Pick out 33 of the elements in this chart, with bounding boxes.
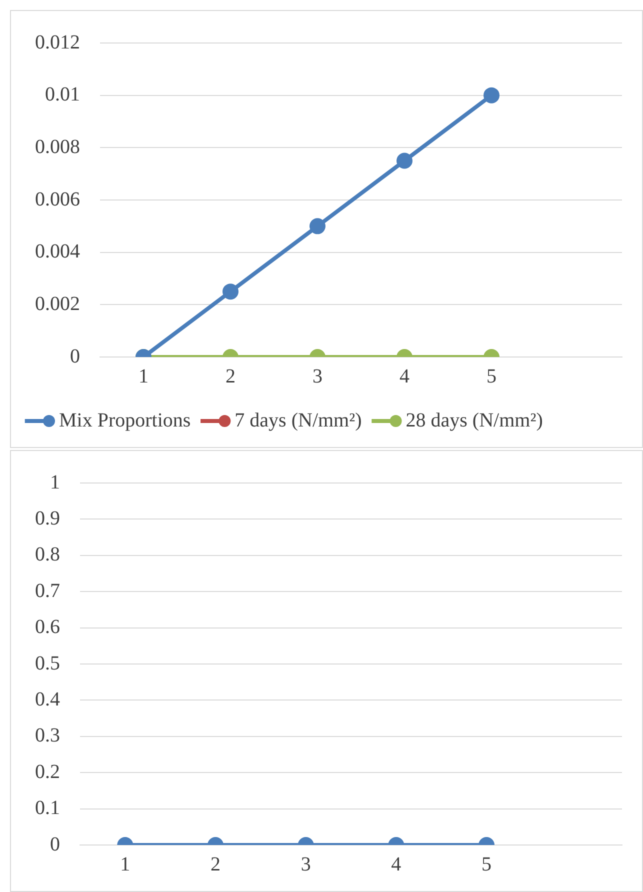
y-tick-label: 0.01 — [45, 84, 80, 106]
x-tick-label: 2 — [226, 365, 236, 388]
y-tick-label: 1 — [50, 471, 60, 494]
y-tick-label: 0.002 — [35, 292, 80, 315]
x-tick-label: 5 — [482, 853, 492, 876]
y-tick-label: 0.3 — [35, 724, 60, 747]
y-tick-label: 0.6 — [35, 616, 60, 638]
x-tick-label: 5 — [486, 365, 496, 388]
x-tick-label: 3 — [300, 853, 311, 876]
y-tick-label: 0.006 — [35, 188, 80, 210]
y-tick-label: 0.5 — [35, 652, 60, 674]
x-tick-label: 4 — [400, 365, 410, 388]
y-tick-label: 0.4 — [35, 688, 60, 710]
y-tick-label: 0.012 — [35, 31, 80, 54]
y-tick-label: 0.008 — [35, 136, 80, 158]
y-tick-label: 0.9 — [35, 507, 60, 530]
x-tick-label: 1 — [120, 853, 130, 876]
y-tick-label: 0.1 — [35, 797, 60, 820]
x-tick-label: 3 — [312, 365, 322, 388]
legend-label: 7 days (N/mm²) — [234, 409, 362, 432]
legend-label: 28 days (N/mm²) — [406, 409, 543, 432]
y-tick-label: 0.2 — [35, 760, 60, 783]
point — [484, 87, 500, 104]
y-tick-label: 0.004 — [35, 240, 80, 263]
x-tick-label: 1 — [138, 365, 148, 388]
x-tick-label: 2 — [210, 853, 220, 876]
y-tick-label: 0 — [50, 833, 60, 856]
y-tick-label: 0 — [70, 345, 80, 368]
legend-label: Mix Proportions — [59, 409, 191, 432]
point — [396, 152, 412, 169]
y-tick-label: 0.8 — [35, 544, 60, 566]
x-tick-label: 4 — [391, 853, 402, 876]
y-tick-label: 0.7 — [35, 580, 60, 602]
